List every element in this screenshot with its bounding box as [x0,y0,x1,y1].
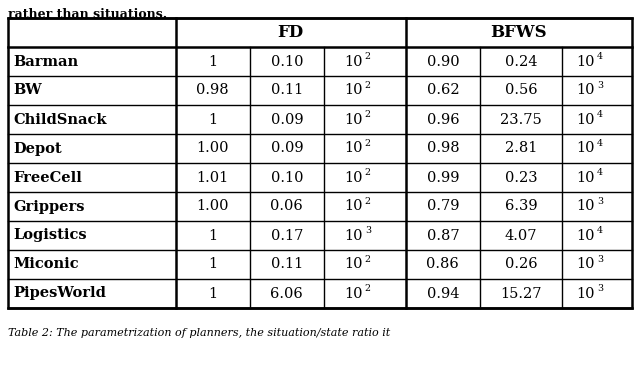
Text: 10: 10 [577,286,595,301]
Text: 1: 1 [208,286,218,301]
Text: 0.99: 0.99 [427,171,459,184]
Text: 4: 4 [597,110,603,119]
Text: 10: 10 [577,229,595,243]
Text: 2: 2 [365,110,371,119]
Text: 0.98: 0.98 [426,142,459,156]
Text: FreeCell: FreeCell [13,171,82,184]
Text: 1.01: 1.01 [196,171,229,184]
Text: 2: 2 [365,284,371,293]
Text: rather than situations.: rather than situations. [8,8,167,21]
Text: 2: 2 [365,52,371,61]
Text: 0.09: 0.09 [271,112,303,127]
Text: 0.26: 0.26 [504,258,537,271]
Text: 2.81: 2.81 [505,142,537,156]
Text: 3: 3 [597,255,603,264]
Text: 10: 10 [344,142,363,156]
Text: 1: 1 [208,55,218,69]
Text: 0.24: 0.24 [504,55,537,69]
Text: 1: 1 [208,112,218,127]
Text: Barman: Barman [13,55,78,69]
Text: 10: 10 [577,258,595,271]
Text: 2: 2 [365,139,371,148]
Text: 15.27: 15.27 [500,286,541,301]
Text: 10: 10 [577,84,595,97]
Text: Logistics: Logistics [13,229,86,243]
Text: BW: BW [13,84,42,97]
Text: 4: 4 [597,52,603,61]
Text: 23.75: 23.75 [500,112,541,127]
Bar [8,18,632,308]
Text: 10: 10 [344,229,363,243]
Text: 10: 10 [577,112,595,127]
Text: 10: 10 [577,171,595,184]
Text: Table 2: The parametrization of planners, the situation/state ratio it: Table 2: The parametrization of planners… [8,328,390,338]
Text: 0.94: 0.94 [427,286,459,301]
Text: 0.11: 0.11 [271,84,303,97]
Text: 3: 3 [597,284,603,293]
Text: 0.62: 0.62 [426,84,459,97]
Text: Depot: Depot [13,142,61,156]
Text: 0.17: 0.17 [271,229,303,243]
Text: ChildSnack: ChildSnack [13,112,106,127]
Text: 0.09: 0.09 [271,142,303,156]
Text: 1: 1 [208,229,218,243]
Text: 4: 4 [597,226,603,235]
Text: 1.00: 1.00 [196,142,229,156]
Text: 6.39: 6.39 [504,199,537,214]
Text: 10: 10 [344,112,363,127]
Text: 3: 3 [597,81,603,90]
Text: 10: 10 [344,199,363,214]
Text: 0.10: 0.10 [271,171,303,184]
Text: 0.90: 0.90 [426,55,459,69]
Text: 10: 10 [344,258,363,271]
Text: 1.00: 1.00 [196,199,229,214]
Text: 10: 10 [344,84,363,97]
Text: BFWS: BFWS [491,24,547,41]
Text: 0.87: 0.87 [426,229,459,243]
Text: Grippers: Grippers [13,199,84,214]
Text: 2: 2 [365,81,371,90]
Text: 0.98: 0.98 [196,84,229,97]
Text: 2: 2 [365,197,371,206]
Text: 0.96: 0.96 [426,112,459,127]
Text: 2: 2 [365,255,371,264]
Text: 0.11: 0.11 [271,258,303,271]
Text: FD: FD [278,24,304,41]
Text: 3: 3 [597,197,603,206]
Text: PipesWorld: PipesWorld [13,286,106,301]
Text: 0.86: 0.86 [426,258,460,271]
Text: 4: 4 [597,168,603,177]
Text: 0.56: 0.56 [504,84,537,97]
Text: 3: 3 [365,226,371,235]
Text: 0.79: 0.79 [427,199,459,214]
Text: 10: 10 [344,286,363,301]
Text: 2: 2 [365,168,371,177]
Text: 4.07: 4.07 [504,229,537,243]
Text: 1: 1 [208,258,218,271]
Text: 0.06: 0.06 [271,199,303,214]
Text: 10: 10 [344,171,363,184]
Text: 10: 10 [577,199,595,214]
Text: 0.10: 0.10 [271,55,303,69]
Text: 0.23: 0.23 [504,171,537,184]
Text: 6.06: 6.06 [271,286,303,301]
Text: 4: 4 [597,139,603,148]
Text: Miconic: Miconic [13,258,79,271]
Text: 10: 10 [577,142,595,156]
Text: 10: 10 [577,55,595,69]
Text: 10: 10 [344,55,363,69]
